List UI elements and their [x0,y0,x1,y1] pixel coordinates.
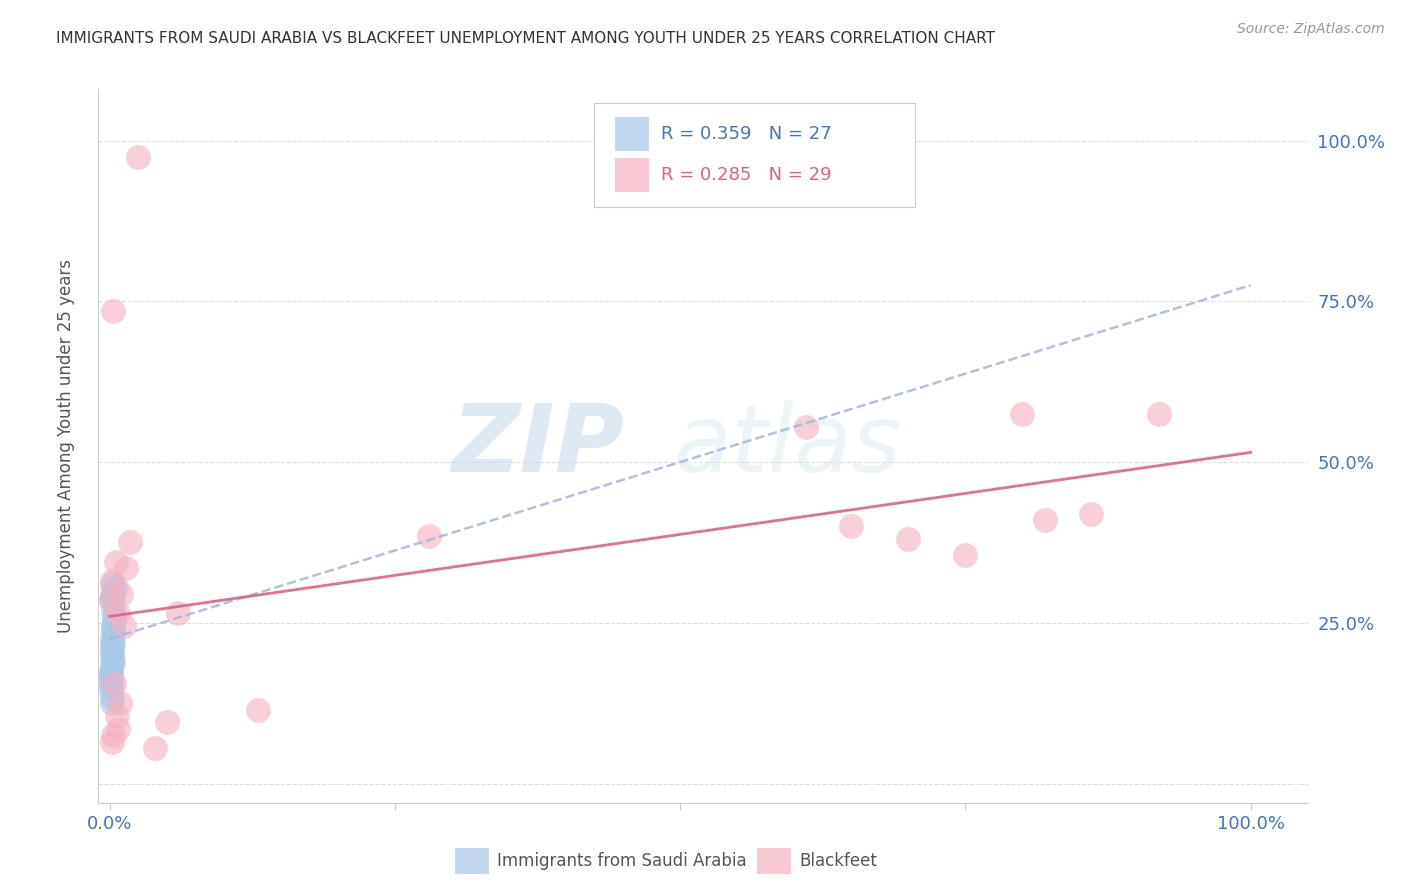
Point [101,632,124,646]
Text: ZIP: ZIP [451,400,624,492]
Point [103,635,125,649]
Point [103,603,125,617]
Point [1149,407,1171,421]
Point [120,535,142,549]
Point [100,593,122,607]
FancyBboxPatch shape [595,103,915,207]
Point [418,529,440,543]
Point [101,690,124,704]
Point [105,709,128,723]
Text: IMMIGRANTS FROM SAUDI ARABIA VS BLACKFEET UNEMPLOYMENT AMONG YOUTH UNDER 25 YEAR: IMMIGRANTS FROM SAUDI ARABIA VS BLACKFEE… [56,31,995,46]
Text: Blackfeet: Blackfeet [800,853,877,871]
Point [127,150,149,164]
Text: Source: ZipAtlas.com: Source: ZipAtlas.com [1237,22,1385,37]
Text: R = 0.359   N = 27: R = 0.359 N = 27 [661,125,831,143]
Point [110,587,132,601]
Text: R = 0.285   N = 29: R = 0.285 N = 29 [661,166,831,184]
Point [101,696,124,710]
Point [100,683,122,698]
FancyBboxPatch shape [614,158,648,192]
FancyBboxPatch shape [758,848,792,874]
Point [114,561,136,575]
Point [104,555,127,569]
Point [167,606,190,620]
Point [100,670,122,684]
Point [103,619,125,633]
Point [103,304,125,318]
Point [101,574,124,588]
Point [1080,507,1102,521]
Point [101,657,124,672]
Point [897,533,920,547]
Y-axis label: Unemployment Among Youth under 25 years: Unemployment Among Youth under 25 years [56,259,75,633]
Point [101,735,124,749]
Point [103,625,125,640]
Point [103,613,125,627]
Point [156,715,179,730]
Point [101,645,124,659]
Point [247,702,270,716]
Point [103,590,125,604]
FancyBboxPatch shape [614,117,648,152]
Point [101,641,124,656]
Point [100,593,122,607]
Point [103,609,125,624]
Text: Immigrants from Saudi Arabia: Immigrants from Saudi Arabia [498,853,747,871]
Point [794,419,817,434]
Point [100,673,122,688]
Text: atlas: atlas [673,401,901,491]
Point [104,581,127,595]
Point [1011,407,1033,421]
Point [100,677,122,691]
Point [103,622,125,636]
FancyBboxPatch shape [456,848,489,874]
Point [101,651,124,665]
Point [103,728,125,742]
Point [107,606,129,620]
Point [107,722,129,736]
Point [112,619,135,633]
Point [100,667,122,681]
Point [1033,513,1056,527]
Point [103,677,125,691]
Point [103,654,125,668]
Point [101,638,124,652]
Point [101,577,124,591]
Point [108,696,131,710]
Point [101,587,124,601]
Point [839,519,862,533]
Point [955,549,977,563]
Point [100,664,122,678]
Point [145,741,167,756]
